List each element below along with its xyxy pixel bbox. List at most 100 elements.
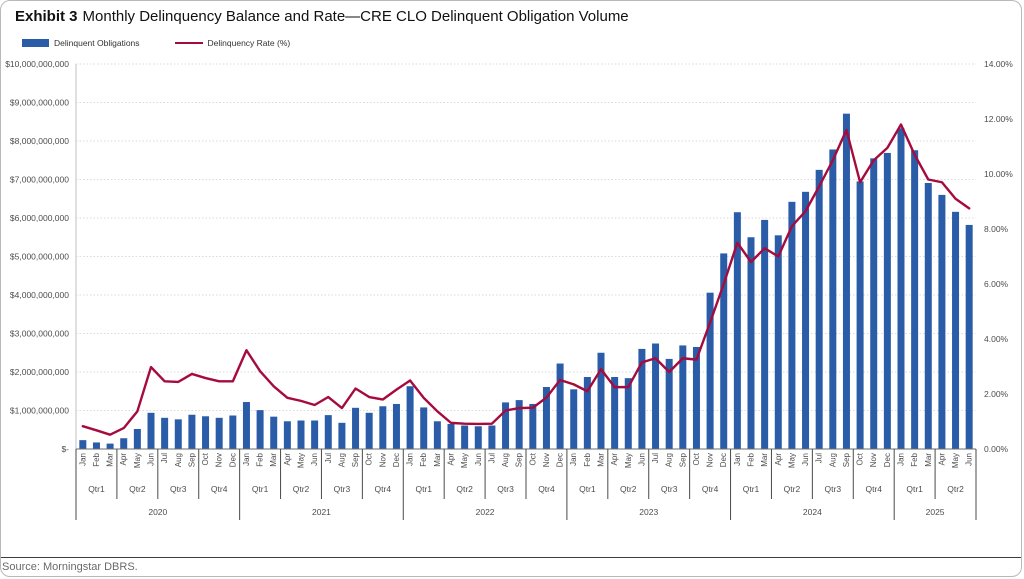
month-label: Jan — [242, 453, 251, 466]
quarter-label: Qtr2 — [293, 484, 310, 494]
quarter-label: Qtr1 — [252, 484, 269, 494]
left-axis-tick-label: $5,000,000,000 — [10, 252, 69, 262]
delinquent-obligations-bar — [502, 402, 510, 449]
source-text: Source: Morningstar DBRS. — [2, 561, 138, 573]
left-axis-tick-label: $10,000,000,000 — [5, 59, 69, 69]
delinquent-obligations-bar — [474, 426, 482, 449]
delinquent-obligations-bar — [829, 149, 837, 449]
month-label: Aug — [337, 453, 346, 467]
month-label: Feb — [419, 452, 428, 466]
month-label: Oct — [528, 452, 537, 465]
delinquent-obligations-bar — [133, 428, 141, 449]
right-axis-tick-label: 4.00% — [984, 334, 1009, 344]
left-axis-tick-label: $3,000,000,000 — [10, 329, 69, 339]
month-label: Jun — [474, 453, 483, 466]
delinquent-obligations-bar — [79, 440, 87, 449]
month-label: Feb — [92, 452, 101, 466]
month-label: Apr — [119, 453, 128, 466]
bar-series-label: Delinquent Obligations — [54, 38, 140, 48]
month-label: Nov — [378, 453, 387, 467]
month-label: Mar — [433, 453, 442, 467]
month-label: Sep — [842, 452, 851, 467]
month-label: Nov — [706, 453, 715, 467]
delinquent-obligations-bar — [161, 417, 169, 449]
quarter-label: Qtr3 — [661, 484, 678, 494]
right-axis-tick-label: 6.00% — [984, 279, 1009, 289]
month-label: Dec — [719, 453, 728, 467]
right-axis-tick-label: 10.00% — [984, 169, 1013, 179]
quarter-label: Qtr4 — [538, 484, 555, 494]
quarter-label: Qtr2 — [947, 484, 964, 494]
month-label: Jul — [651, 453, 660, 463]
delinquent-obligations-bar — [665, 358, 673, 449]
month-label: Jul — [324, 453, 333, 463]
delinquent-obligations-bar — [774, 235, 782, 449]
delinquent-obligations-bar — [365, 412, 373, 449]
month-label: Apr — [447, 453, 456, 466]
quarter-label: Qtr2 — [784, 484, 801, 494]
month-label: May — [624, 453, 633, 468]
delinquent-obligations-bar — [747, 237, 755, 449]
month-label: Apr — [610, 453, 619, 466]
delinquent-obligations-bar — [761, 219, 769, 449]
month-label: Sep — [351, 452, 360, 467]
delinquent-obligations-bar — [870, 158, 878, 449]
left-axis-tick-label: $2,000,000,000 — [10, 367, 69, 377]
left-axis-tick-label: $6,000,000,000 — [10, 213, 69, 223]
delinquent-obligations-bar — [842, 113, 850, 449]
month-label: Jun — [637, 453, 646, 466]
delinquent-obligations-bar — [733, 212, 741, 449]
delinquency-rate-line — [81, 123, 971, 436]
month-label: Jun — [310, 453, 319, 466]
quarter-label: Qtr2 — [620, 484, 637, 494]
month-label: Jun — [147, 453, 156, 466]
year-label: 2021 — [312, 507, 331, 517]
quarter-label: Qtr1 — [906, 484, 923, 494]
delinquent-obligations-bar — [542, 387, 550, 449]
delinquent-obligations-bar — [556, 363, 564, 449]
delinquent-obligations-bar — [270, 416, 278, 449]
delinquent-obligations-bar — [515, 400, 523, 449]
left-axis-tick-label: $- — [61, 444, 69, 454]
right-axis-tick-label: 14.00% — [984, 59, 1013, 69]
month-label: Apr — [937, 453, 946, 466]
month-label: Aug — [828, 453, 837, 467]
month-label: Feb — [583, 452, 592, 466]
month-label: May — [297, 453, 306, 468]
delinquent-obligations-bar — [283, 421, 291, 449]
left-axis-tick-label: $8,000,000,000 — [10, 136, 69, 146]
month-label: Jul — [487, 453, 496, 463]
delinquent-obligations-bar — [952, 211, 960, 449]
month-label: Mar — [924, 453, 933, 467]
delinquent-obligations-bar — [256, 410, 264, 449]
month-label: Jan — [897, 453, 906, 466]
delinquent-obligations-bar — [965, 224, 973, 449]
month-label: Mar — [760, 453, 769, 467]
month-label: Mar — [269, 453, 278, 467]
year-label: 2020 — [148, 507, 167, 517]
line-series-label: Delinquency Rate (%) — [207, 38, 291, 48]
month-label: Feb — [747, 452, 756, 466]
quarter-label: Qtr4 — [375, 484, 392, 494]
quarter-label: Qtr3 — [825, 484, 842, 494]
delinquent-obligations-bar — [297, 420, 305, 449]
delinquent-obligations-bar — [229, 415, 237, 449]
month-label: Aug — [665, 453, 674, 467]
quarter-label: Qtr2 — [456, 484, 473, 494]
month-label: Feb — [910, 452, 919, 466]
month-label: May — [133, 453, 142, 468]
delinquent-obligations-bar — [911, 150, 919, 449]
quarter-label: Qtr2 — [129, 484, 146, 494]
delinquent-obligations-bar — [406, 386, 414, 449]
delinquent-obligations-bar — [652, 343, 660, 449]
year-label: 2023 — [639, 507, 658, 517]
quarter-label: Qtr1 — [579, 484, 596, 494]
year-label: 2025 — [926, 507, 945, 517]
delinquent-obligations-bar — [447, 423, 455, 449]
month-label: Oct — [692, 452, 701, 465]
month-label: Jun — [801, 453, 810, 466]
month-label: Jun — [965, 453, 974, 466]
quarter-label: Qtr4 — [702, 484, 719, 494]
quarter-label: Qtr4 — [211, 484, 228, 494]
left-axis-tick-label: $7,000,000,000 — [10, 175, 69, 185]
